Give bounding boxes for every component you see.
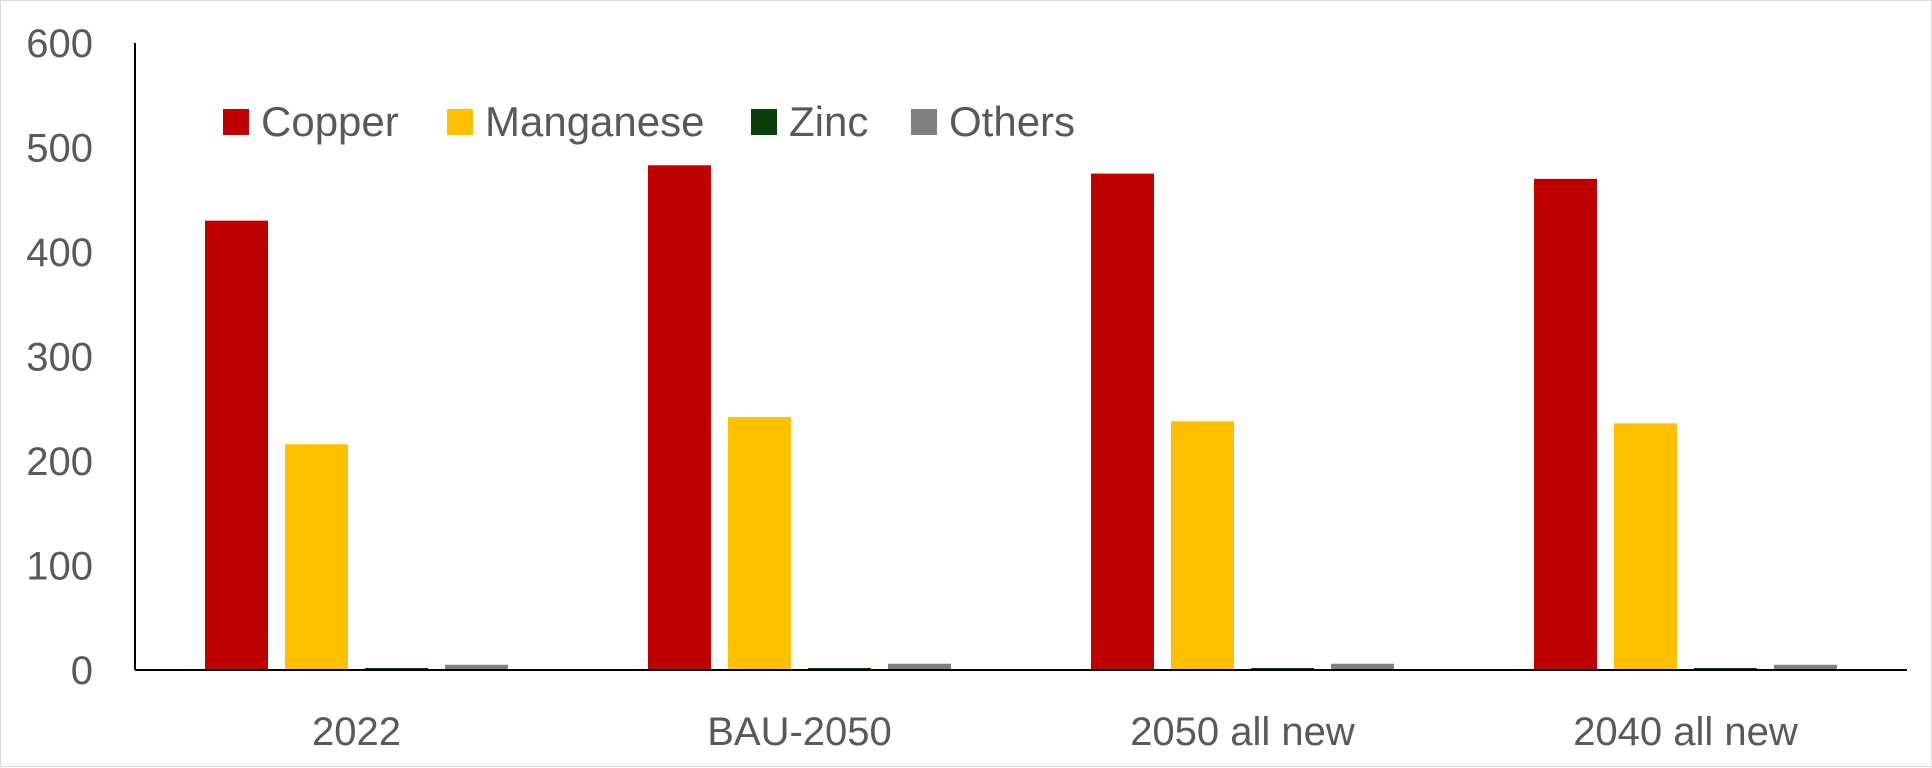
legend-label-others: Others — [949, 98, 1075, 145]
bar-others-bau-2050 — [888, 663, 951, 670]
legend-swatch-manganese — [447, 109, 473, 135]
legend-label-copper: Copper — [261, 98, 399, 145]
legend-label-zinc: Zinc — [789, 98, 868, 145]
x-tick-label-2022: 2022 — [312, 710, 401, 754]
legend-label-manganese: Manganese — [485, 98, 705, 145]
bar-others-2022 — [445, 664, 508, 670]
y-tick-label-300: 300 — [26, 336, 93, 380]
y-tick-label-100: 100 — [26, 545, 93, 589]
x-tick-labels: 2022 BAU-2050 2050 all new 2040 all new — [312, 710, 1798, 754]
y-tick-label-500: 500 — [26, 127, 93, 171]
bar-others-2050-all-new — [1331, 663, 1394, 670]
legend: Copper Manganese Zinc Others — [223, 98, 1075, 145]
y-tick-label-200: 200 — [26, 440, 93, 484]
bar-copper-bau-2050 — [648, 165, 711, 670]
legend-swatch-copper — [223, 109, 249, 135]
y-tick-label-400: 400 — [26, 231, 93, 275]
bar-others-2040-all-new — [1774, 664, 1837, 670]
x-tick-label-bau-2050: BAU-2050 — [707, 710, 892, 754]
x-tick-label-2040-all-new: 2040 all new — [1573, 710, 1798, 754]
bar-copper-2050-all-new — [1091, 173, 1154, 670]
bar-copper-2022 — [205, 220, 268, 670]
bar-manganese-bau-2050 — [728, 417, 791, 670]
y-tick-label-600: 600 — [26, 22, 93, 66]
y-tick-label-0: 0 — [71, 649, 93, 693]
bar-copper-2040-all-new — [1534, 178, 1597, 670]
legend-swatch-zinc — [751, 109, 777, 135]
y-tick-labels: 0 100 200 300 400 500 600 — [26, 22, 93, 693]
legend-swatch-others — [911, 109, 937, 135]
x-tick-label-2050-all-new: 2050 all new — [1130, 710, 1355, 754]
bars — [205, 165, 1837, 670]
bar-manganese-2050-all-new — [1171, 421, 1234, 670]
bar-manganese-2040-all-new — [1614, 423, 1677, 670]
bar-manganese-2022 — [285, 444, 348, 670]
